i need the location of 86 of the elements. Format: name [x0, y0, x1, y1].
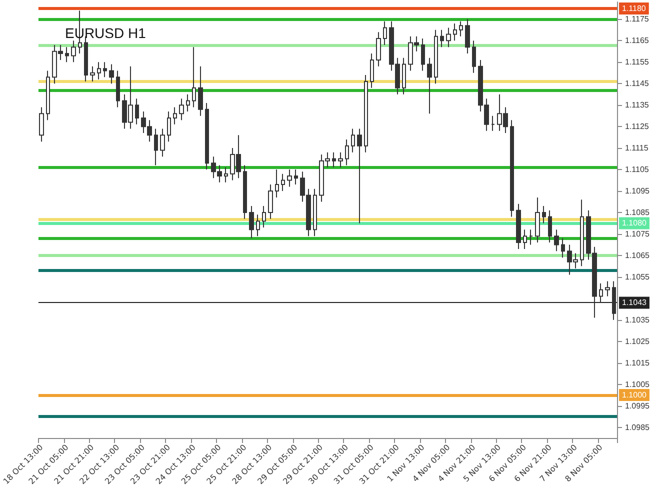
y-tick-label: 1.1005 — [625, 380, 650, 389]
candlestick — [97, 62, 101, 80]
candlestick — [135, 98, 139, 125]
candlestick — [167, 111, 171, 142]
candlestick — [446, 27, 451, 48]
y-tick-label: 1.1115 — [625, 144, 649, 153]
candlestick — [338, 152, 343, 168]
candlestick — [402, 57, 406, 95]
candlestick — [173, 106, 177, 125]
candlestick — [548, 210, 552, 244]
ref-line-label: 1.1000 — [622, 390, 648, 400]
y-tick-label: 1.1135 — [625, 100, 650, 110]
y-tick-label: 1.0995 — [625, 401, 650, 410]
y-tick-label: 1.1175 — [625, 14, 650, 24]
candlestick — [465, 18, 470, 54]
ref-line-label: 1.1080 — [622, 218, 648, 228]
candlestick — [580, 199, 584, 267]
y-tick-label: 1.1055 — [625, 272, 650, 282]
candlestick — [116, 70, 120, 108]
candlestick — [205, 102, 209, 170]
candlestick — [491, 115, 495, 132]
y-tick-label: 1.1025 — [625, 336, 650, 346]
candlestick — [351, 128, 355, 153]
candlestick — [192, 46, 196, 108]
candlestick — [109, 64, 114, 84]
y-tick-label: 1.1145 — [625, 79, 650, 88]
candlestick — [243, 164, 247, 220]
candlestick — [453, 22, 457, 42]
y-tick-label: 1.1035 — [625, 315, 650, 324]
candlestick — [459, 20, 463, 37]
candlestick — [421, 38, 425, 72]
candlestick — [103, 62, 107, 78]
y-tick-label: 1.1095 — [625, 186, 650, 196]
candlestick — [434, 29, 438, 84]
y-tick-label: 1.1165 — [625, 36, 650, 46]
candlestick — [440, 29, 444, 48]
candlestick — [542, 206, 546, 224]
y-tick-label: 1.1015 — [625, 358, 650, 368]
y-tick-label: 1.1075 — [625, 229, 650, 238]
y-tick-label: 1.1085 — [625, 208, 650, 217]
candlestick — [357, 128, 362, 224]
candlestick — [287, 169, 292, 188]
candlestick — [345, 138, 349, 166]
candlestick — [332, 152, 336, 168]
candlestick — [71, 40, 76, 63]
candlestick — [281, 173, 285, 192]
candlestick — [516, 203, 521, 250]
candlestick — [370, 53, 374, 88]
candlestick — [160, 128, 165, 158]
candlestick — [256, 214, 260, 237]
candlestick — [186, 94, 190, 112]
candlestick — [65, 46, 69, 63]
candlestick — [268, 184, 273, 220]
candlestick — [179, 98, 184, 121]
candlestick — [376, 32, 381, 67]
candlestick — [275, 169, 279, 198]
y-tick-label: 1.1155 — [625, 58, 650, 67]
candlestick — [554, 229, 559, 252]
candlestick — [599, 282, 603, 304]
candlestick — [605, 280, 610, 297]
y-tick-label: 1.0985 — [625, 422, 650, 432]
candlestick — [472, 40, 476, 74]
candlestick — [561, 238, 565, 258]
ref-line-label: 1.1043 — [622, 298, 648, 308]
candlestick — [39, 106, 44, 142]
candlestick — [46, 70, 50, 121]
candlestick — [313, 188, 317, 237]
candlestick — [262, 206, 266, 228]
candlestick — [529, 229, 533, 246]
y-tick-label: 1.1105 — [625, 165, 650, 174]
candlestick — [154, 128, 158, 166]
candlestick — [510, 120, 514, 218]
candlestick — [224, 166, 228, 183]
ref-line-label: 1.1180 — [622, 4, 646, 13]
candlestick — [612, 280, 616, 320]
candlestick — [90, 66, 95, 82]
candlestick — [523, 229, 527, 250]
y-tick-label: 1.1065 — [625, 250, 650, 260]
candlestick — [249, 206, 254, 239]
candlestick — [383, 20, 387, 46]
candlestick — [198, 66, 203, 116]
candlestick — [294, 169, 298, 186]
candlestick — [535, 196, 540, 244]
candlestick — [364, 74, 368, 153]
y-tick-label: 1.1125 — [625, 122, 650, 132]
candlestick — [427, 57, 432, 114]
